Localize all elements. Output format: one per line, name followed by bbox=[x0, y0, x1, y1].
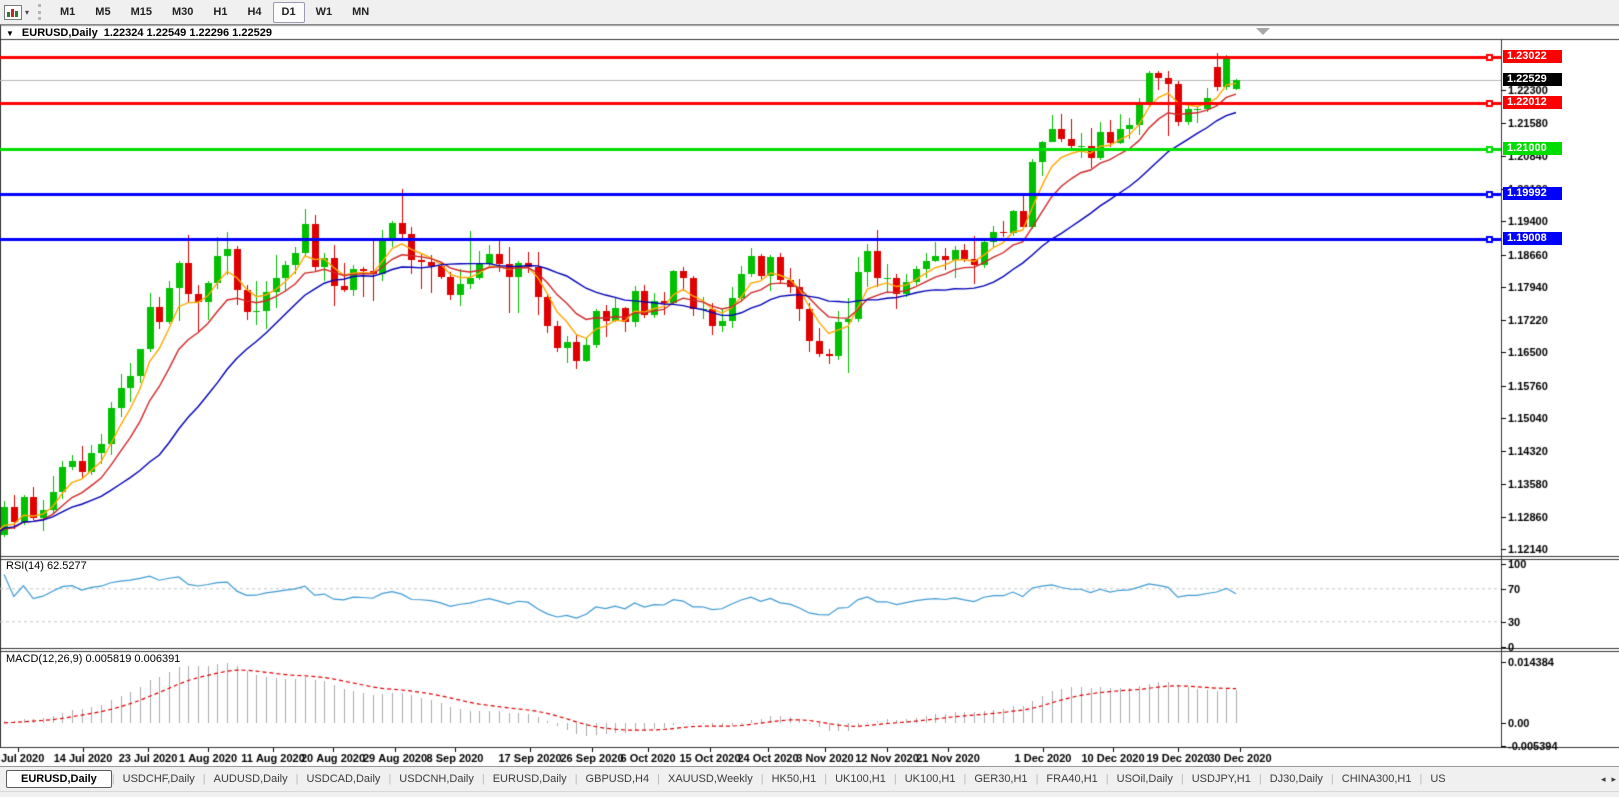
symbol-tab-dj30-daily[interactable]: DJ30,Daily bbox=[1269, 773, 1323, 785]
symbol-tab-eurusd-daily[interactable]: EURUSD,Daily bbox=[6, 770, 112, 788]
tab-scroll-controls: ◂ ▸ bbox=[1594, 767, 1616, 791]
tab-separator: | bbox=[1105, 773, 1109, 785]
chart-symbol-label: EURUSD,Daily bbox=[21, 27, 98, 39]
tab-scroll-left-icon[interactable]: ◂ bbox=[1600, 774, 1606, 784]
chart-dropdown-icon[interactable]: ▼ bbox=[6, 28, 14, 38]
tab-separator: | bbox=[1330, 773, 1334, 785]
symbol-tab-usdcnh-daily[interactable]: USDCNH,Daily bbox=[399, 773, 474, 785]
tab-separator: | bbox=[893, 773, 897, 785]
symbol-tab-fra40-h1[interactable]: FRA40,H1 bbox=[1046, 773, 1098, 785]
rsi-indicator-label: RSI(14) 62.5277 bbox=[6, 560, 87, 572]
chart-shift-marker-icon[interactable] bbox=[1256, 28, 1270, 35]
symbol-tabs: EURUSD,Daily | USDCHF,Daily | AUDUSD,Daily | U… bbox=[0, 770, 1445, 788]
tab-separator: | bbox=[388, 773, 392, 785]
price-chart-canvas[interactable] bbox=[0, 0, 1619, 766]
tab-separator: | bbox=[574, 773, 578, 785]
chart-ohlc-values: 1.22324 1.22549 1.22296 1.22529 bbox=[103, 27, 272, 39]
symbol-tab-ger30-h1[interactable]: GER30,H1 bbox=[974, 773, 1028, 785]
symbol-tab-usdcad-daily[interactable]: USDCAD,Daily bbox=[306, 773, 381, 785]
symbol-tab-audusd-daily[interactable]: AUDUSD,Daily bbox=[213, 773, 288, 785]
symbol-tab-uk100-h1[interactable]: UK100,H1 bbox=[904, 773, 956, 785]
tab-separator: | bbox=[202, 773, 206, 785]
symbol-tab-uk100-h1[interactable]: UK100,H1 bbox=[835, 773, 886, 785]
tab-separator: | bbox=[760, 773, 764, 785]
tab-separator: | bbox=[963, 773, 967, 785]
hline-price-label-1.21000[interactable]: 1.21000 bbox=[1503, 142, 1562, 155]
tab-separator: | bbox=[1180, 773, 1184, 785]
tab-separator: | bbox=[481, 773, 485, 785]
current-price-label: 1.22529 bbox=[1503, 73, 1562, 86]
symbol-tab-xauusd-weekly[interactable]: XAUUSD,Weekly bbox=[667, 773, 753, 785]
symbol-tab-us[interactable]: US bbox=[1430, 773, 1446, 785]
symbol-tab-usdjpy-h1[interactable]: USDJPY,H1 bbox=[1191, 773, 1251, 785]
status-strip bbox=[0, 791, 1619, 797]
hline-price-label-1.19992[interactable]: 1.19992 bbox=[1503, 187, 1562, 200]
symbol-tab-usdchf-daily[interactable]: USDCHF,Daily bbox=[122, 773, 195, 785]
symbol-tab-usoil-daily[interactable]: USOil,Daily bbox=[1116, 773, 1173, 785]
tab-separator: | bbox=[1419, 773, 1423, 785]
tab-scroll-right-icon[interactable]: ▸ bbox=[1611, 774, 1616, 784]
macd-indicator-label: MACD(12,26,9) 0.005819 0.006391 bbox=[6, 653, 181, 665]
tab-separator: | bbox=[111, 773, 115, 785]
tab-separator: | bbox=[1035, 773, 1039, 785]
tab-separator: | bbox=[824, 773, 828, 785]
symbol-tab-gbpusd-h4[interactable]: GBPUSD,H4 bbox=[585, 773, 650, 785]
symbol-tab-eurusd-daily[interactable]: EURUSD,Daily bbox=[492, 773, 567, 785]
hline-price-label-1.23022[interactable]: 1.23022 bbox=[1503, 50, 1562, 63]
symbol-tabbar: EURUSD,Daily | USDCHF,Daily | AUDUSD,Daily | U… bbox=[0, 766, 1619, 791]
tab-separator: | bbox=[657, 773, 660, 785]
tab-separator: | bbox=[295, 773, 299, 785]
symbol-tab-hk50-h1[interactable]: HK50,H1 bbox=[771, 773, 817, 785]
hline-price-label-1.22012[interactable]: 1.22012 bbox=[1503, 96, 1562, 109]
chart-title: ▼ EURUSD,Daily 1.22324 1.22549 1.22296 1… bbox=[6, 27, 272, 39]
tab-separator: | bbox=[1258, 773, 1262, 785]
hline-price-label-1.19008[interactable]: 1.19008 bbox=[1503, 232, 1562, 245]
symbol-tab-china300-h1[interactable]: CHINA300,H1 bbox=[1341, 773, 1412, 785]
